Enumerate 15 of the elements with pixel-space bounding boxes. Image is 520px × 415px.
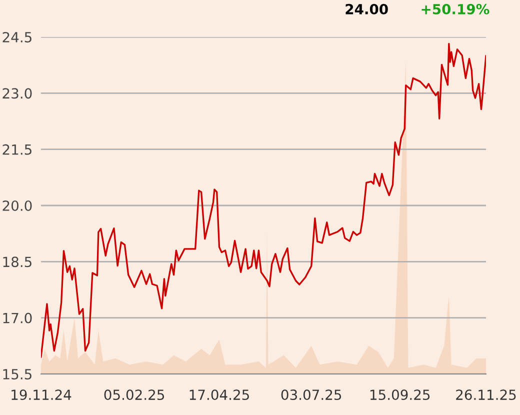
- y-tick-label: 24.5: [2, 32, 32, 42]
- x-tick-label: 26.11.25: [456, 390, 516, 400]
- x-tick-label: 19.11.24: [12, 390, 72, 400]
- text: +50.19%: [422, 4, 490, 14]
- x-tick-label: 05.02.25: [104, 390, 164, 400]
- y-tick-label: 20.0: [2, 200, 32, 211]
- y-tick-label: 17.0: [3, 312, 32, 324]
- x-tick-label: 15.09.25: [370, 390, 430, 400]
- y-tick-label: 23.0: [2, 88, 32, 99]
- y-tick-label: 15.5: [3, 369, 32, 380]
- y-tick-label: 21.5: [2, 144, 32, 155]
- text: 24.00: [346, 4, 388, 14]
- y-tick-label: 18.5: [3, 256, 32, 268]
- x-tick-label: 03.07.25: [281, 390, 342, 400]
- x-tick-label: 17.04.25: [190, 390, 249, 400]
